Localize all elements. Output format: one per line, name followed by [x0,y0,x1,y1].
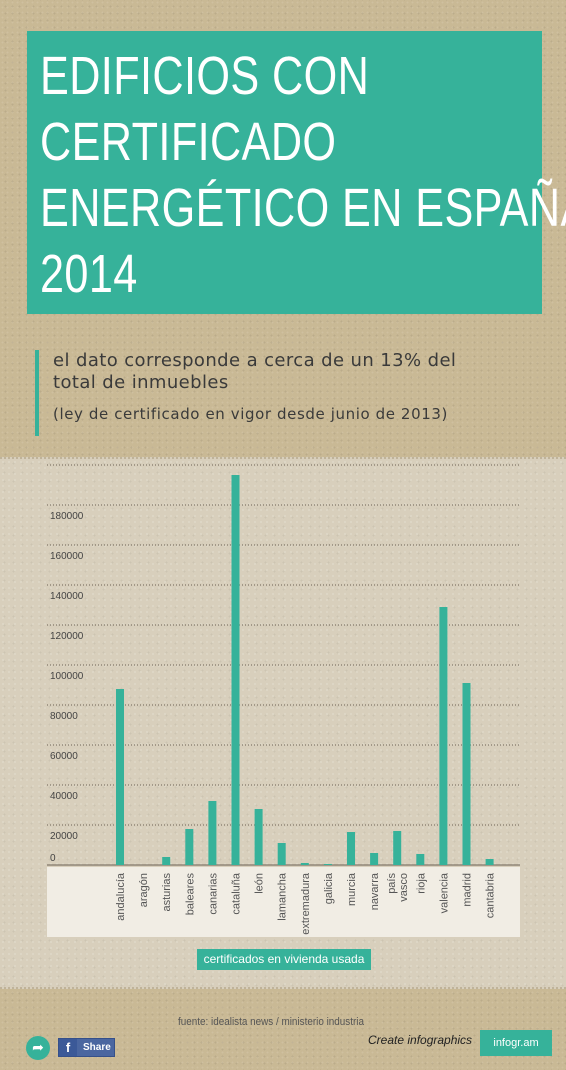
y-tick-label: 160000 [50,551,84,562]
share-label: Share [83,1042,111,1053]
y-tick-label: 180000 [50,511,84,522]
share-icon[interactable]: ➦ [26,1036,50,1060]
facebook-share-button[interactable]: f Share [58,1038,115,1057]
x-tick-label: aragón [138,873,150,907]
x-tick-label: extremadura [300,872,312,935]
x-tick-label: vasco [398,873,410,902]
x-tick-label: andalucía [115,872,127,921]
y-tick-label: 80000 [50,711,78,722]
y-tick-label: 20000 [50,831,78,842]
x-tick-label: asturias [161,873,173,912]
title-line-1: EDIFICIOS CON [40,46,370,106]
bar-7 [277,843,286,865]
bar-16 [485,859,494,865]
x-tick-label: galicia [323,872,335,904]
x-tick-label: cataluña [231,872,243,914]
bar-6 [254,809,263,865]
bar-9 [323,864,332,865]
title-banner: EDIFICIOS CON CERTIFICADO ENERGÉTICO EN … [27,31,566,314]
create-infographics-link[interactable]: Create infographics [368,1033,473,1047]
subtitle-block: el dato corresponde a cerca de un 13% de… [35,350,545,436]
title-line-3: ENERGÉTICO EN ESPAÑA [40,178,566,238]
chart-panel: 0 20000 40000 60000 80000 100000 120000 140000 1… [0,457,566,989]
title-line-4: 2014 [40,244,138,304]
x-tick-label: navarra [369,872,381,910]
subtitle-main: el dato corresponde a cerca de un 13% de… [53,350,545,394]
x-tick-label: león [254,873,266,894]
bar-4 [208,801,217,865]
bar-12 [393,831,402,865]
title-line-2: CERTIFICADO [40,112,337,172]
x-axis-label-band [47,867,520,937]
bar-0 [116,689,124,865]
y-tick-label: 140000 [50,591,84,602]
y-tick-label: 0 [50,853,56,864]
x-tick-label: valencia [438,872,450,913]
subtitle-note: (ley de certificado en vigor desde junio… [53,405,448,423]
source-text: fuente: idealista news / ministerio indu… [178,1016,365,1028]
legend-series: certificados en vivienda usada [197,949,371,970]
x-tick-label: rioja [415,872,427,894]
x-tick-label: lamancha [277,872,289,921]
bar-10 [347,832,355,865]
y-tick-label: 60000 [50,751,78,762]
facebook-icon: f [59,1039,77,1056]
bar-8 [300,863,309,865]
bar-13 [416,854,425,865]
bar-11 [370,853,379,865]
bar-2 [162,857,171,865]
x-tick-label: madrid [462,873,474,907]
bar-5 [231,475,240,865]
bar-15 [462,683,471,865]
bar-chart: 0 20000 40000 60000 80000 100000 120000 140000 1… [47,464,520,937]
bar-14 [439,607,448,865]
x-tick-label: país [386,873,398,894]
y-tick-label: 40000 [50,791,78,802]
x-tick-label: murcia [346,872,358,906]
subtitle-line-2: total de inmuebles [53,372,229,393]
y-tick-label: 100000 [50,671,84,682]
y-tick-label: 120000 [50,631,84,642]
bar-3 [185,829,194,865]
x-tick-label: canarias [207,873,219,915]
x-tick-label: cantabria [485,872,497,918]
subtitle-line-1: el dato corresponde a cerca de un 13% de… [53,350,457,371]
x-tick-label: baleares [184,873,196,916]
infogram-logo[interactable]: infogr.am [480,1030,552,1056]
